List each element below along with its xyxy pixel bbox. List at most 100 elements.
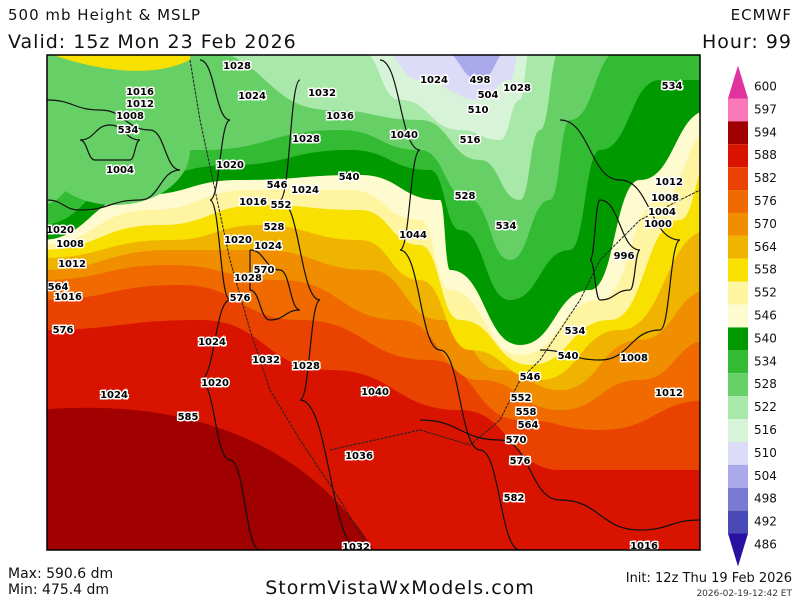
colorbar-swatch — [728, 144, 748, 168]
contour-label: 1008 — [620, 353, 648, 364]
contour-label: 1016 — [126, 87, 154, 98]
contour-label: 1004 — [106, 165, 134, 176]
contour-label: 558 — [516, 407, 537, 418]
site-name: StormVistaWxModels.com — [265, 577, 535, 599]
contour-label: 1024 — [198, 337, 226, 348]
contour-label: 534 — [496, 221, 517, 232]
contour-line — [379, 59, 521, 550]
init-time: Init: 12z Thu 19 Feb 2026 — [626, 571, 792, 586]
colorbar-label: 540 — [754, 331, 777, 345]
colorbar-label: 588 — [754, 148, 777, 162]
contour-label: 585 — [178, 412, 199, 423]
timestamp: 2026-02-19-12:42 ET — [696, 589, 792, 599]
contour-label: 1032 — [308, 88, 336, 99]
contour-label: 1032 — [252, 355, 280, 366]
contour-label: 1024 — [254, 241, 282, 252]
map-frame — [46, 54, 701, 551]
colorbar-label: 534 — [754, 354, 777, 368]
contour-label: 1028 — [234, 273, 262, 284]
forecast-hour: Hour: 99 — [702, 31, 792, 53]
contour-label: 540 — [339, 172, 360, 183]
contour-label: 534 — [662, 81, 683, 92]
colorbar-swatch — [728, 281, 748, 305]
colorbar-swatch — [728, 464, 748, 488]
contour-label: 498 — [470, 75, 491, 86]
colorbar-swatch — [728, 65, 748, 99]
contour-label: 1000 — [644, 219, 672, 230]
valid-time: Valid: 15z Mon 23 Feb 2026 — [8, 31, 297, 53]
contour-line — [539, 119, 681, 361]
colorbar-swatch — [728, 350, 748, 374]
contour-label: 1028 — [292, 134, 320, 145]
colorbar-label: 576 — [754, 194, 777, 208]
contour-label: 1036 — [326, 111, 354, 122]
contour-label: 1024 — [291, 185, 319, 196]
colorbar-label: 504 — [754, 469, 777, 483]
contour-label: 582 — [504, 493, 525, 504]
colorbar-swatch — [728, 327, 748, 351]
contour-label: 546 — [267, 180, 288, 191]
colorbar-swatch — [728, 304, 748, 328]
colorbar-swatch — [728, 235, 748, 259]
contour-label: 564 — [518, 420, 539, 431]
contour-label: 1024 — [100, 390, 128, 401]
contour-label: 528 — [264, 222, 285, 233]
contour-label: 552 — [271, 200, 292, 211]
contour-label: 552 — [511, 393, 532, 404]
contour-label: 1028 — [223, 61, 251, 72]
colorbar-label: 570 — [754, 217, 777, 231]
colorbar-swatch — [728, 190, 748, 213]
contour-label: 1020 — [216, 160, 244, 171]
contour-label: 1020 — [46, 225, 74, 236]
contour-label: 1008 — [116, 111, 144, 122]
contour-label: 564 — [48, 282, 69, 293]
contour-label: 1016 — [630, 541, 658, 552]
contour-label: 540 — [558, 351, 579, 362]
contour-label: 1028 — [503, 83, 531, 94]
contour-label: 570 — [254, 265, 275, 276]
contour-label: 1004 — [648, 207, 676, 218]
contour-label: 1016 — [54, 292, 82, 303]
colorbar-swatch — [728, 419, 748, 442]
contour-label: 1024 — [420, 75, 448, 86]
colorbar: 600 597 594 588 582 576 570 564 558 552 546 540 534 5… — [728, 65, 777, 567]
contour-label: 1016 — [239, 197, 267, 208]
colorbar-label: 558 — [754, 263, 777, 277]
contour-label: 1012 — [655, 177, 683, 188]
contour-label: 1008 — [651, 193, 679, 204]
contour-line — [47, 99, 181, 211]
colorbar-label: 582 — [754, 171, 777, 185]
contour-label: 1008 — [56, 239, 84, 250]
colorbar-swatch — [728, 487, 748, 511]
height-fill — [53, 55, 190, 71]
contour-label: 1040 — [361, 387, 389, 398]
colorbar-swatch — [728, 510, 748, 534]
colorbar-swatch — [728, 533, 748, 567]
colorbar-swatch — [728, 121, 748, 145]
colorbar-label: 600 — [754, 80, 777, 94]
contour-label: 1012 — [655, 388, 683, 399]
contour-line — [279, 79, 361, 550]
contour-label: 1040 — [390, 130, 418, 141]
contour-label: 1044 — [399, 230, 427, 241]
contour-label: 534 — [565, 326, 586, 337]
colorbar-label: 492 — [754, 515, 777, 529]
colorbar-label: 564 — [754, 240, 777, 254]
colorbar-label: 510 — [754, 446, 777, 460]
contour-label: 570 — [506, 435, 527, 446]
contour-label: 1024 — [238, 91, 266, 102]
colorbar-label: 546 — [754, 309, 777, 323]
contour-label: 510 — [468, 105, 489, 116]
low-center-fill — [47, 95, 190, 205]
min-value: Min: 475.4 dm — [8, 582, 109, 598]
contour-line — [199, 59, 261, 550]
contour-label: 576 — [53, 325, 74, 336]
contour-label: 528 — [455, 191, 476, 202]
colorbar-label: 528 — [754, 377, 777, 391]
max-value: Max: 590.6 dm — [8, 566, 113, 582]
contour-label: 1020 — [224, 235, 252, 246]
colorbar-swatch — [728, 167, 748, 191]
contour-label: 1012 — [58, 259, 86, 270]
contour-label: 576 — [230, 293, 251, 304]
